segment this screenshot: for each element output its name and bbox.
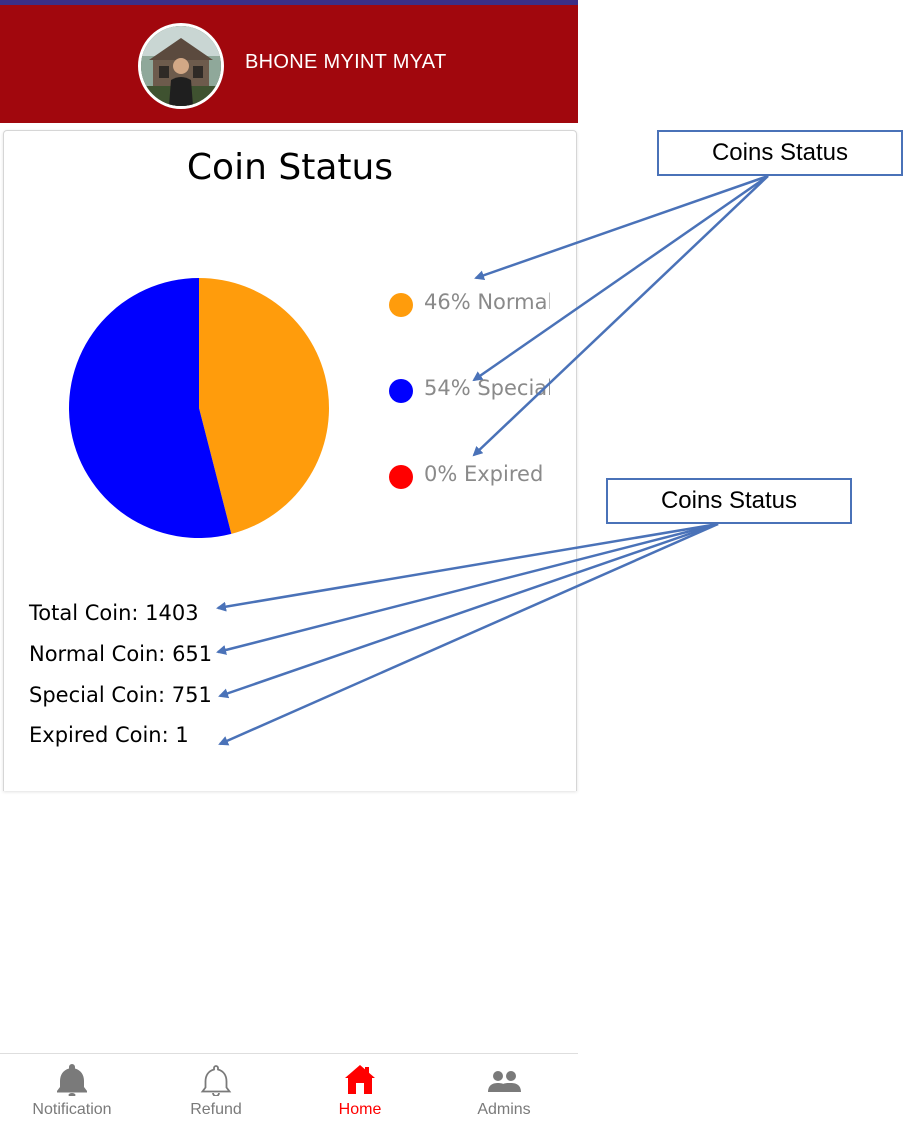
nav-admins[interactable]: Admins [432,1054,576,1126]
coin-pie-chart [68,278,329,538]
avatar[interactable] [138,23,224,109]
nav-notification[interactable]: Notification [0,1054,144,1126]
callout-coins-status-bottom: Coins Status [606,478,852,524]
bottom-navigation: Notification Refund Home Admi [0,1053,578,1126]
legend-dot-icon [389,293,413,317]
annotation-arrow [472,175,769,457]
normal-coin-text: Normal Coin: 651 [29,642,213,666]
pie-slice-0 [199,278,329,534]
nav-label: Home [338,1101,382,1118]
pie-slice-1 [68,278,232,538]
special-coin-text: Special Coin: 751 [29,683,212,707]
expired-coin-text: Expired Coin: 1 [29,723,189,747]
annotation-arrow [216,522,719,612]
legend-label: 46% Normal [424,290,550,314]
status-stripe [0,0,578,5]
home-icon [345,1065,375,1094]
annotation-arrow [216,522,719,655]
people-icon [488,1071,521,1092]
annotation-arrow [474,174,769,281]
phone-screen: BHONE MYINT MYAT Coin Status 46% Normal … [0,0,578,1126]
card-title: Coin Status [186,147,394,188]
bell-filled-icon [57,1064,87,1096]
legend-dot-icon [389,465,413,489]
nav-label: Notification [32,1101,112,1118]
bell-outline-icon [200,1065,232,1096]
legend-dot-icon [389,379,413,403]
nav-label: Admins [477,1101,531,1118]
profile-header: BHONE MYINT MYAT [0,5,578,123]
total-coin-text: Total Coin: 1403 [29,601,199,625]
callout-coins-status-top: Coins Status [657,130,903,176]
nav-label: Refund [190,1101,242,1118]
nav-refund[interactable]: Refund [144,1054,288,1126]
coin-status-card: Coin Status 46% Normal 54% Special 0% Ex… [3,130,577,791]
legend-label: 0% Expired C [424,462,550,486]
nav-home[interactable]: Home [288,1054,432,1126]
legend-label: 54% Special [424,376,550,400]
annotation-arrow [218,522,719,746]
annotation-arrow [218,522,719,699]
annotation-arrow [472,174,769,382]
chart-legend: 46% Normal 54% Special 0% Expired C [388,288,550,528]
user-name: BHONE MYINT MYAT [245,51,447,73]
